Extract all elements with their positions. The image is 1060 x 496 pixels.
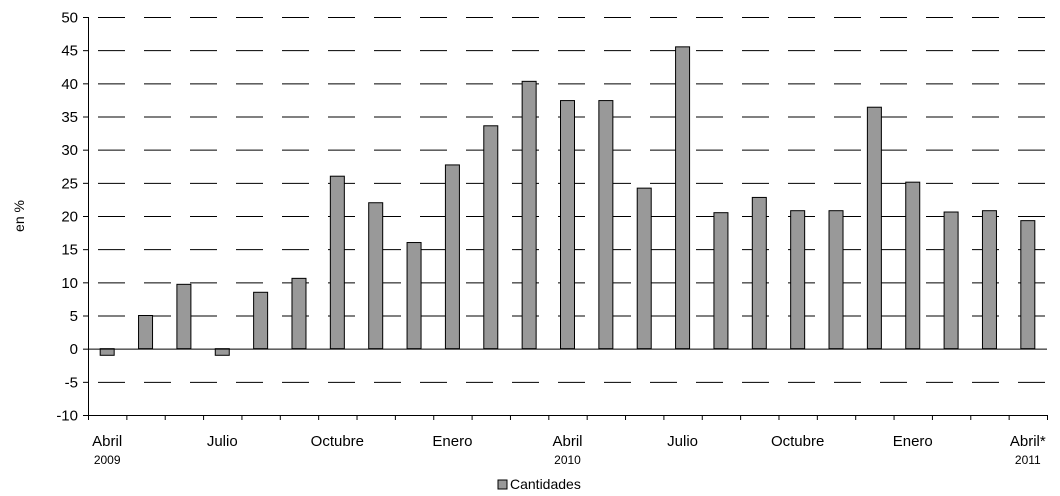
x-tick-label: Octubre xyxy=(771,433,824,450)
x-tick-label: Abril xyxy=(92,433,122,450)
bar xyxy=(368,202,384,350)
x-tick-label: Enero xyxy=(893,433,933,450)
bar xyxy=(1020,220,1036,350)
y-tick-label: -10 xyxy=(56,408,78,425)
axes xyxy=(83,17,1048,420)
x-year-label: 2009 xyxy=(94,453,121,467)
bar xyxy=(713,212,729,350)
bar xyxy=(981,210,997,350)
y-tick-label: 50 xyxy=(61,10,78,27)
bar xyxy=(406,242,422,350)
bar xyxy=(253,291,269,350)
x-tick-label: Julio xyxy=(667,433,698,450)
bar xyxy=(751,196,767,350)
bar xyxy=(905,181,921,350)
bar xyxy=(521,80,537,350)
bar xyxy=(176,283,192,350)
bar xyxy=(329,175,345,350)
legend-swatch xyxy=(497,479,508,490)
bar xyxy=(675,46,691,350)
bar xyxy=(598,100,614,350)
x-tick-label: Enero xyxy=(432,433,472,450)
y-tick-label: 5 xyxy=(70,308,78,325)
y-tick-label: 20 xyxy=(61,209,78,226)
x-tick-label: Abril xyxy=(552,433,582,450)
legend-label: Cantidades xyxy=(510,476,581,492)
y-tick-label: 10 xyxy=(61,275,78,292)
x-tick-label: Julio xyxy=(207,433,238,450)
x-tick-label: Abril* xyxy=(1010,433,1046,450)
legend: Cantidades xyxy=(497,476,581,492)
bar xyxy=(483,125,499,350)
y-tick-label: 0 xyxy=(70,341,78,358)
bar xyxy=(138,315,154,350)
bar xyxy=(560,100,575,350)
bar xyxy=(291,277,307,350)
y-tick-label: 25 xyxy=(61,175,78,192)
bars xyxy=(99,46,1036,356)
y-tick-label: 15 xyxy=(61,242,78,259)
y-tick-label: 45 xyxy=(61,43,78,60)
y-tick-label: 40 xyxy=(61,76,78,93)
bar xyxy=(636,187,652,350)
x-tick-label: Octubre xyxy=(311,433,364,450)
bar xyxy=(943,211,959,350)
bar xyxy=(444,164,460,350)
x-year-label: 2011 xyxy=(1015,453,1041,467)
y-tick-label: -5 xyxy=(65,374,78,391)
y-axis-label: en % xyxy=(11,200,27,232)
bar xyxy=(866,106,882,350)
bar xyxy=(828,210,844,350)
bar xyxy=(790,210,806,350)
x-year-label: 2010 xyxy=(554,453,581,467)
x-tick-labels: Abril 2009 Julio Octubre Enero Abril 2010 Julio… xyxy=(92,433,1046,467)
y-tick-label: 30 xyxy=(61,142,78,159)
y-tick-label: 35 xyxy=(61,109,78,126)
y-tick-labels: -10 -5 0 5 10 15 20 25 30 35 40 45 50 xyxy=(56,10,78,425)
